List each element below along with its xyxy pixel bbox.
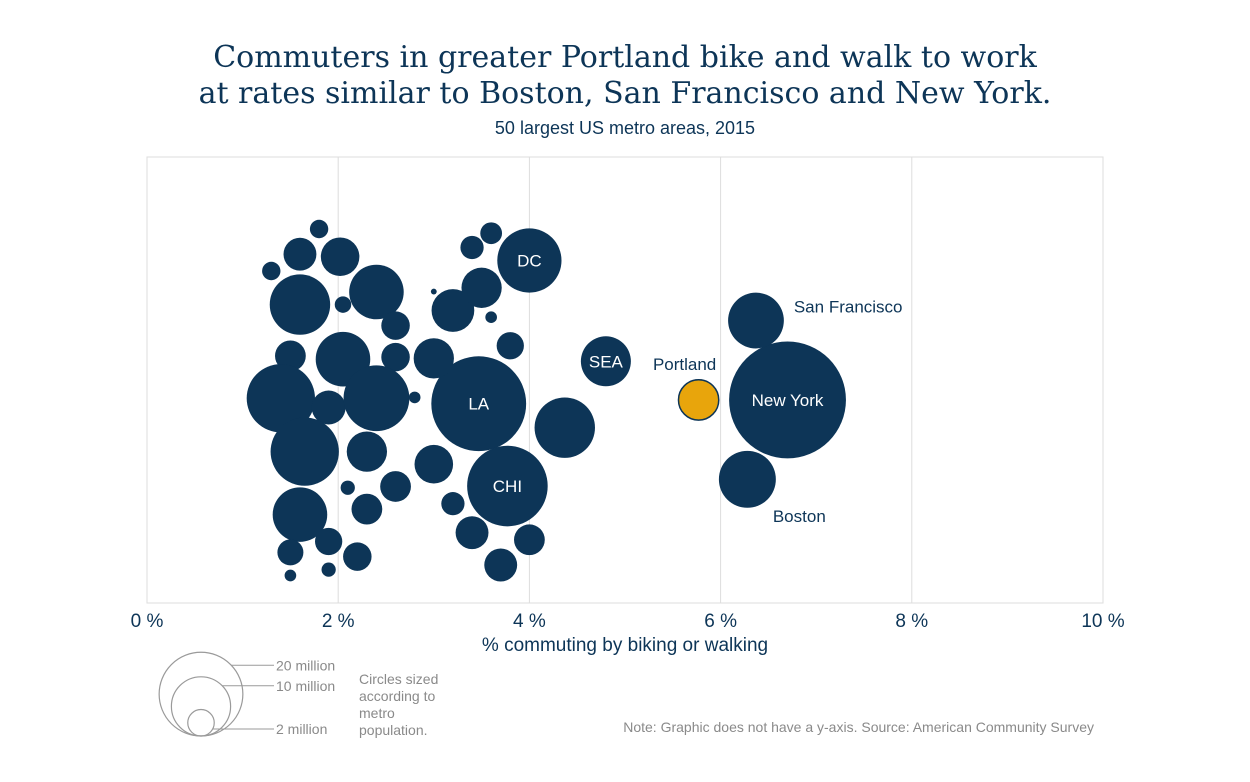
bubble: [497, 228, 562, 293]
bubble: [496, 332, 524, 360]
title-line-1: Commuters in greater Portland bike and w…: [213, 40, 1037, 75]
bubble: [320, 237, 360, 277]
legend-circle: [170, 676, 232, 737]
plot-frame: [146, 156, 1104, 604]
bubble: [534, 397, 595, 458]
bubble: [272, 487, 328, 542]
legend-circle: [158, 651, 244, 737]
bubble: [414, 444, 454, 484]
bubble: [460, 235, 484, 260]
bubble: [351, 493, 383, 525]
bubble: [514, 524, 545, 556]
bubble: [340, 480, 355, 495]
bubble: [343, 542, 372, 571]
bubble: [315, 527, 343, 556]
x-tick-label: 0 %: [131, 611, 164, 632]
bubble-label: LA: [468, 395, 489, 414]
bubble: [284, 569, 297, 582]
bubble-label: SEA: [589, 352, 624, 371]
bubble: [309, 219, 329, 239]
x-tick-label: 10 %: [1081, 611, 1124, 632]
bubble: [431, 289, 475, 332]
bubble: [728, 292, 784, 349]
bubble-label: Boston: [773, 507, 826, 526]
bubble: [461, 267, 502, 308]
bubble: [380, 471, 411, 502]
bubble: [269, 274, 331, 335]
x-tick-label: 2 %: [322, 611, 355, 632]
bubble: [431, 356, 527, 452]
bubble: [343, 365, 410, 432]
title-line-2: at rates similar to Boston, San Francisc…: [198, 76, 1052, 111]
bubble: [484, 548, 518, 582]
bubble: [408, 391, 421, 404]
bubble: [480, 222, 503, 245]
bubble: [321, 562, 336, 577]
bubble: [262, 261, 281, 281]
legend-circle: [187, 708, 215, 737]
bubble: [275, 340, 306, 372]
x-tick-label: 4 %: [513, 611, 546, 632]
bubble: [270, 417, 339, 486]
bubble: [430, 288, 437, 295]
bubble: [311, 390, 346, 425]
bubble-label: CHI: [493, 477, 522, 496]
bubble: [381, 342, 410, 372]
bubble: [455, 516, 489, 550]
bubble: [349, 264, 404, 320]
bubble: [485, 311, 497, 324]
bubble: [413, 338, 454, 379]
legend-label: 2 million: [276, 721, 327, 737]
legend-caption: Circles sized according to metro populat…: [359, 671, 439, 738]
bubble: [277, 539, 304, 566]
bubble-label: New York: [752, 391, 824, 410]
source-note: Note: Graphic does not have a y-axis. So…: [623, 719, 1094, 735]
bubble-label: DC: [517, 252, 542, 271]
bubble: [381, 311, 410, 340]
bubble: [580, 336, 631, 387]
bubble-label: San Francisco: [794, 298, 903, 317]
x-tick-label: 6 %: [704, 611, 737, 632]
highlight-bubble: [677, 379, 720, 421]
bubble: [246, 364, 315, 433]
bubble: [718, 450, 776, 508]
x-axis-label: % commuting by biking or walking: [481, 635, 769, 656]
bubble: [467, 445, 548, 527]
legend-label: 10 million: [276, 678, 335, 694]
legend-label: 20 million: [276, 657, 335, 673]
bubble: [441, 492, 465, 516]
bubble-label: Portland: [653, 355, 716, 374]
bubble: [346, 431, 388, 472]
bubble: [283, 237, 317, 271]
x-tick-label: 8 %: [895, 611, 928, 632]
bubble: [334, 296, 352, 313]
chart-subtitle: 50 largest US metro areas, 2015: [494, 118, 756, 138]
bubble: [729, 341, 846, 459]
chart-title: Commuters in greater Portland bike and w…: [0, 40, 1250, 112]
